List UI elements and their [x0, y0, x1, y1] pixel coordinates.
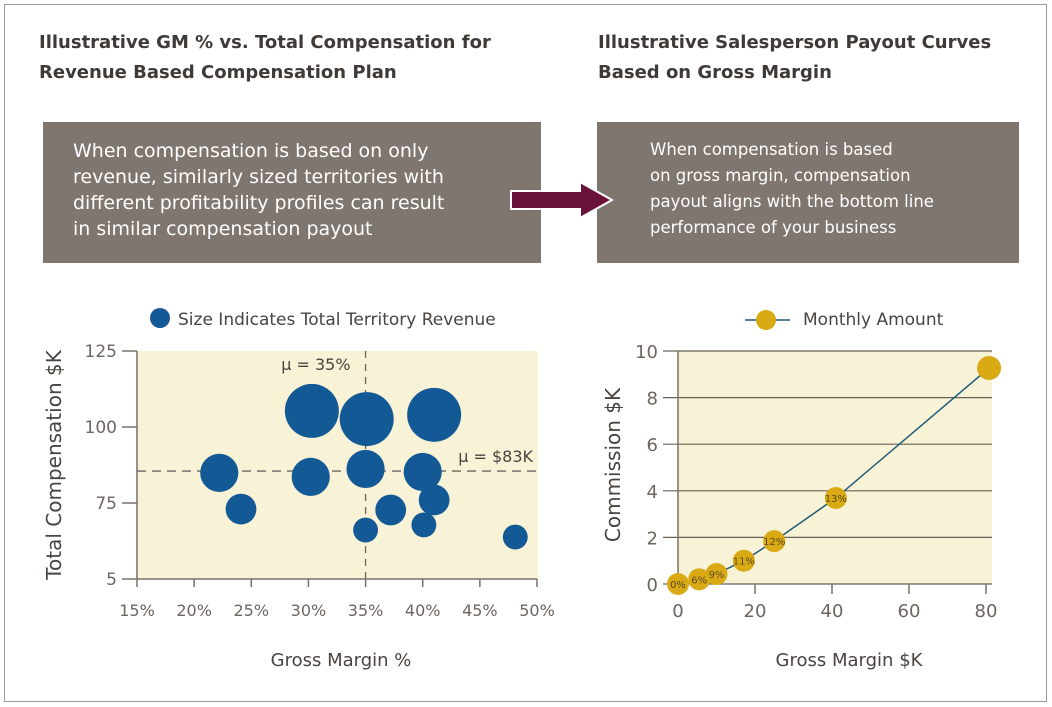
- data-label: 6%: [691, 575, 707, 586]
- data-point: [824, 487, 847, 510]
- data-label: 9%: [709, 570, 725, 581]
- callout-line: different profitability profiles can res…: [73, 192, 445, 214]
- y-tick-label: 10: [635, 342, 658, 363]
- bubble: [502, 524, 528, 550]
- plot-area: [678, 351, 992, 584]
- x-tick-label: 40%: [405, 601, 441, 620]
- callout-line: in similar compensation payout: [73, 218, 373, 240]
- bubble: [403, 452, 442, 492]
- left-title-line: Illustrative GM % vs. Total Compensation…: [39, 32, 491, 53]
- bubble: [411, 512, 437, 538]
- callout-line: performance of your business: [650, 218, 897, 237]
- data-point: [732, 549, 755, 572]
- y-tick-label: 4: [647, 482, 658, 503]
- legend-label: Size Indicates Total Territory Revenue: [178, 310, 496, 330]
- y-tick-label: 125: [85, 342, 117, 362]
- callout-line: on gross margin, compensation: [650, 166, 911, 185]
- x-tick-label: 25%: [234, 601, 270, 620]
- left-callout: When compensation is based on only reven…: [43, 122, 541, 263]
- x-tick-label: 30%: [291, 601, 327, 620]
- data-label: 0%: [670, 580, 686, 591]
- data-label: 12%: [763, 537, 785, 548]
- callout-line: revenue, similarly sized territories wit…: [73, 166, 444, 188]
- bubble: [346, 449, 385, 489]
- x-axis-title: Gross Margin $K: [776, 650, 924, 671]
- callout-line: When compensation is based: [650, 140, 893, 159]
- x-tick-label: 60: [898, 601, 921, 622]
- bubble: [375, 494, 407, 526]
- y-tick-label: 0: [647, 575, 658, 596]
- bubble: [291, 457, 330, 496]
- right-title-line: Based on Gross Margin: [598, 62, 832, 83]
- x-tick-label: 80: [975, 601, 998, 622]
- x-axis-title: Gross Margin %: [271, 650, 412, 671]
- callout-line: When compensation is based on only: [73, 140, 429, 162]
- data-point: [688, 568, 711, 591]
- data-label: 13%: [825, 494, 847, 505]
- right-title-line: Illustrative Salesperson Payout Curves: [598, 32, 992, 53]
- bubble: [418, 484, 450, 516]
- y-tick-label: 6: [647, 435, 658, 456]
- data-label: 11%: [733, 557, 755, 568]
- bubble: [284, 383, 339, 438]
- y-tick-label: 8: [647, 389, 658, 410]
- right-title: Illustrative Salesperson Payout Curves B…: [598, 28, 991, 88]
- x-tick-label: 40: [821, 601, 844, 622]
- mean-y-label: μ = $83K: [458, 447, 533, 466]
- y-tick-label: 5: [106, 570, 117, 590]
- mean-x-label: μ = 35%: [281, 355, 350, 374]
- y-tick-label: 100: [85, 418, 117, 438]
- y-tick-label: 75: [95, 494, 117, 514]
- data-point: [667, 573, 689, 595]
- callout-line: payout aligns with the bottom line: [650, 192, 934, 211]
- bubble: [407, 387, 462, 442]
- bubble: [353, 517, 379, 543]
- legend-label: Monthly Amount: [803, 310, 944, 330]
- bubble: [225, 493, 257, 525]
- y-tick-label: 2: [647, 528, 658, 549]
- legend-marker-icon: [756, 310, 776, 330]
- x-tick-label: 15%: [119, 601, 155, 620]
- bubble: [200, 453, 239, 492]
- data-point: [763, 530, 786, 553]
- left-title: Illustrative GM % vs. Total Compensation…: [39, 28, 491, 88]
- y-axis-title: Total Compensation $K: [42, 349, 66, 580]
- x-tick-label: 45%: [462, 601, 498, 620]
- arrow-right-icon: [510, 180, 614, 220]
- x-tick-label: 20: [744, 601, 767, 622]
- y-axis-title: Commission $K: [601, 387, 625, 542]
- x-tick-label: 20%: [176, 601, 212, 620]
- frame-border: [4, 4, 1047, 702]
- data-point: [977, 356, 1002, 381]
- data-point: [705, 562, 728, 585]
- right-callout: When compensation is based on gross marg…: [597, 122, 1019, 263]
- left-title-line: Revenue Based Compensation Plan: [39, 62, 397, 83]
- x-tick-label: 50%: [519, 601, 555, 620]
- bubble: [339, 392, 394, 447]
- legend-bubble-icon: [150, 308, 170, 328]
- x-tick-label: 35%: [348, 601, 384, 620]
- x-tick-label: 0: [672, 601, 683, 622]
